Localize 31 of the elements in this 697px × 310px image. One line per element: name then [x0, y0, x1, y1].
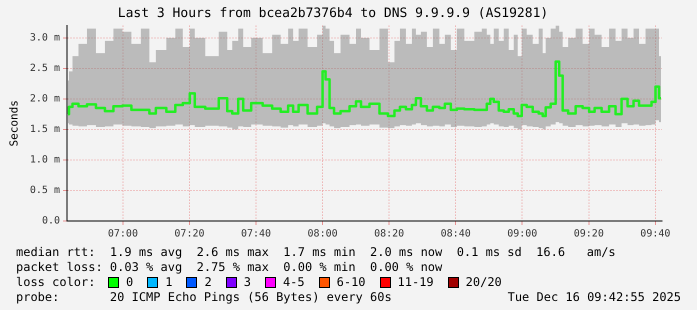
- x-tick-label: 08:00: [308, 228, 338, 240]
- y-axis-title: Seconds: [7, 100, 20, 146]
- text: Tue Dec 16 09:42:55 2025: [508, 290, 681, 305]
- text: 4-5: [282, 275, 305, 290]
- x-tick-label: 09:00: [507, 228, 538, 240]
- x-tick-label: 07:00: [108, 228, 138, 240]
- y-tick-label: 1.0 m: [30, 154, 60, 166]
- y-tick-label: 2.5 m: [30, 62, 60, 74]
- x-tick-label: 09:20: [574, 228, 604, 240]
- x-tick-label: 09:40: [640, 228, 670, 240]
- text: 1: [165, 275, 172, 290]
- y-tick-label: 0.0: [42, 216, 60, 227]
- x-tick-label: 08:20: [374, 228, 404, 240]
- text: 0: [126, 275, 134, 290]
- text: 2: [204, 275, 212, 290]
- x-tick-label: 07:20: [174, 228, 205, 240]
- x-tick-label: 08:40: [440, 228, 471, 240]
- text: packet loss: 0.03 % avg 2.75 % max 0.00 % min 0.00 % now: [16, 260, 444, 275]
- text: 20/20: [466, 275, 502, 290]
- y-tick-label: 1.5 m: [30, 124, 60, 135]
- text: probe: 20 ICMP Echo Pings (56 Bytes) every 60s: [16, 290, 392, 305]
- y-tick-label: 3.0 m: [30, 32, 60, 44]
- text: 11-19: [398, 275, 434, 290]
- y-tick-label: 2.0 m: [30, 93, 60, 104]
- text: 6-10: [336, 275, 366, 290]
- y-tick-label: 0.5 m: [30, 185, 60, 196]
- chart-title: Last 3 Hours from bcea2b7376b4 to DNS 9.9.9.9 (AS19281): [118, 6, 548, 22]
- text: median rtt: 1.9 ms avg 2.6 ms max 1.7 ms min 2.0 ms now 0.1 ms sd 16.6 am/s: [16, 245, 617, 260]
- text: loss color:: [16, 275, 96, 290]
- text: 3: [244, 275, 251, 290]
- x-tick-label: 07:40: [240, 228, 272, 240]
